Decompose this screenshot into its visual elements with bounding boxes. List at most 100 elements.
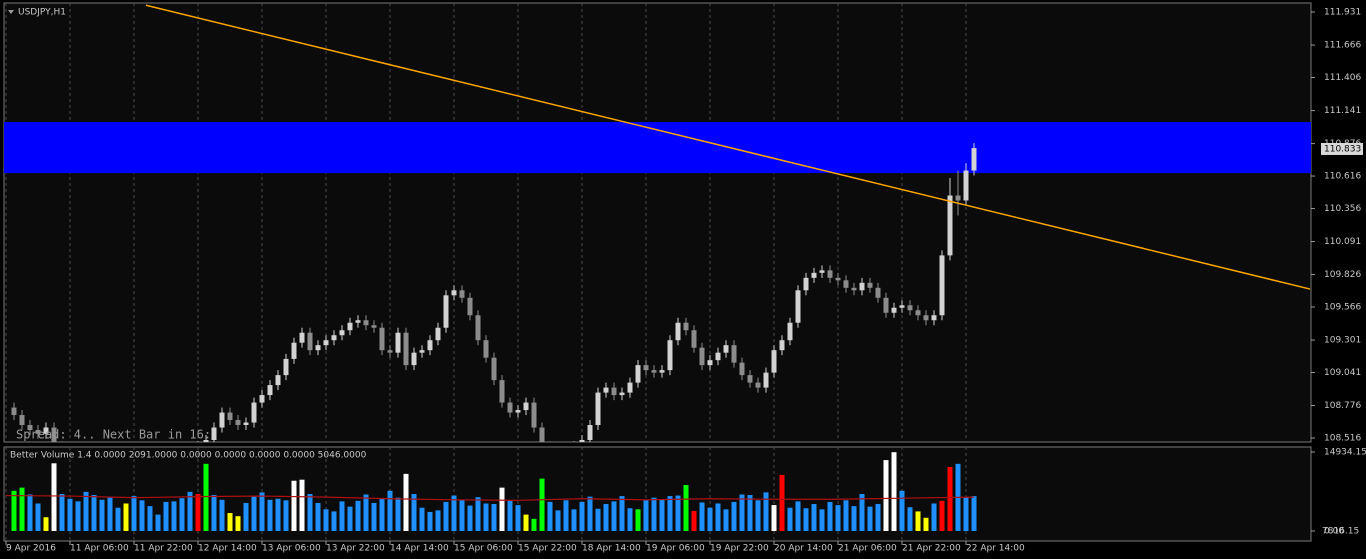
candle-body [867, 282, 873, 288]
volume-bar [131, 496, 137, 531]
candle-body [723, 345, 729, 353]
candle-body [515, 410, 521, 413]
candle-body [811, 272, 817, 278]
candle-body [931, 315, 937, 321]
volume-bar [499, 487, 505, 531]
candle-body [611, 387, 617, 396]
volume-bar [683, 484, 689, 531]
volume-bar [355, 500, 361, 531]
candle-body [411, 352, 417, 366]
candle-body [251, 402, 257, 423]
volume-bar [307, 493, 313, 531]
volume-bar [523, 514, 529, 531]
candle-body [27, 425, 33, 431]
price-pane [3, 2, 1312, 443]
candle-body [523, 402, 529, 411]
y-tick-label: 110.616 [1324, 172, 1361, 182]
candle-body [379, 327, 385, 351]
candle-body [323, 340, 329, 346]
candle-body [483, 340, 489, 358]
volume-bar [243, 502, 249, 531]
volume-bar [339, 501, 345, 531]
volume-bar [883, 460, 889, 531]
volume-bar [491, 504, 497, 531]
candle-body [635, 365, 641, 383]
x-tick-label: 18 Apr 14:00 [582, 544, 641, 554]
volume-bar [83, 491, 89, 531]
volume-bar [627, 508, 633, 531]
candle-body [243, 422, 249, 426]
volume-bar [371, 502, 377, 531]
volume-bar [459, 500, 465, 531]
volume-plot [5, 447, 977, 541]
volume-bar [939, 500, 945, 531]
volume-bar [139, 500, 145, 531]
candle-body [971, 148, 977, 171]
volume-bar [403, 473, 409, 531]
candle-body [779, 340, 785, 351]
candle-body [475, 315, 481, 341]
volume-bar [595, 508, 601, 531]
volume-bar [635, 509, 641, 531]
volume-bar [667, 496, 673, 531]
volume-bar [707, 507, 713, 531]
volume-bar [771, 505, 777, 531]
volume-bar [323, 509, 329, 531]
volume-bar [107, 497, 113, 531]
volume-bar [547, 501, 553, 531]
candle-body [211, 427, 217, 440]
volume-bar [851, 506, 857, 531]
symbol-title: USDJPY,H1 [18, 8, 66, 18]
volume-bar [579, 501, 585, 531]
volume-bar [219, 499, 225, 531]
volume-bar [971, 496, 977, 531]
candle-body [915, 310, 921, 316]
volume-bar [291, 480, 297, 531]
candle-body [491, 357, 497, 381]
volume-bar [755, 500, 761, 531]
volume-bar [915, 511, 921, 531]
candle-body [683, 322, 689, 331]
x-tick-label: 21 Apr 06:00 [838, 544, 897, 554]
candle-body [843, 280, 849, 288]
candle-body [955, 195, 961, 201]
candle-body [387, 350, 393, 353]
volume-bar [411, 493, 417, 531]
candle-body [51, 427, 57, 442]
candle-body [627, 382, 633, 393]
volume-bar [43, 517, 49, 531]
x-tick-label: 19 Apr 06:00 [646, 544, 705, 554]
x-tick-label: 11 Apr 22:00 [134, 544, 193, 554]
x-tick-label: 19 Apr 22:00 [710, 544, 769, 554]
y-tick-label: 111.406 [1324, 73, 1361, 83]
volume-bar [259, 492, 265, 531]
volume-bar [187, 491, 193, 531]
candle-body [331, 335, 337, 341]
candle-body [667, 340, 673, 371]
candle-body [675, 322, 681, 341]
y-tick-label: 111.931 [1324, 8, 1361, 18]
volume-bar [283, 500, 289, 531]
volume-bar [571, 509, 577, 531]
candle-body [355, 320, 361, 323]
price-plot [4, 3, 1311, 442]
volume-ma [5, 494, 975, 501]
volume-bar [811, 504, 817, 531]
volume-bar [747, 495, 753, 531]
ma-value-label: 7816.15 [1322, 527, 1359, 537]
x-tick-label: 20 Apr 14:00 [774, 544, 833, 554]
y-tick-label: 110.356 [1324, 204, 1361, 214]
candle-body [907, 305, 913, 311]
candle-body [419, 350, 425, 353]
volume-bar [395, 497, 401, 531]
candle-body [43, 427, 49, 434]
spread-info: Spread: 4.. Next Bar in 16: [16, 428, 211, 442]
y-tick-label: 109.041 [1324, 368, 1361, 378]
volume-bar [483, 503, 489, 531]
x-tick-label: 14 Apr 14:00 [390, 544, 449, 554]
candle-body [587, 425, 593, 440]
volume-bar [963, 497, 969, 531]
volume-bar [51, 463, 57, 531]
volume-bar [267, 499, 273, 531]
volume-bar [75, 501, 81, 531]
